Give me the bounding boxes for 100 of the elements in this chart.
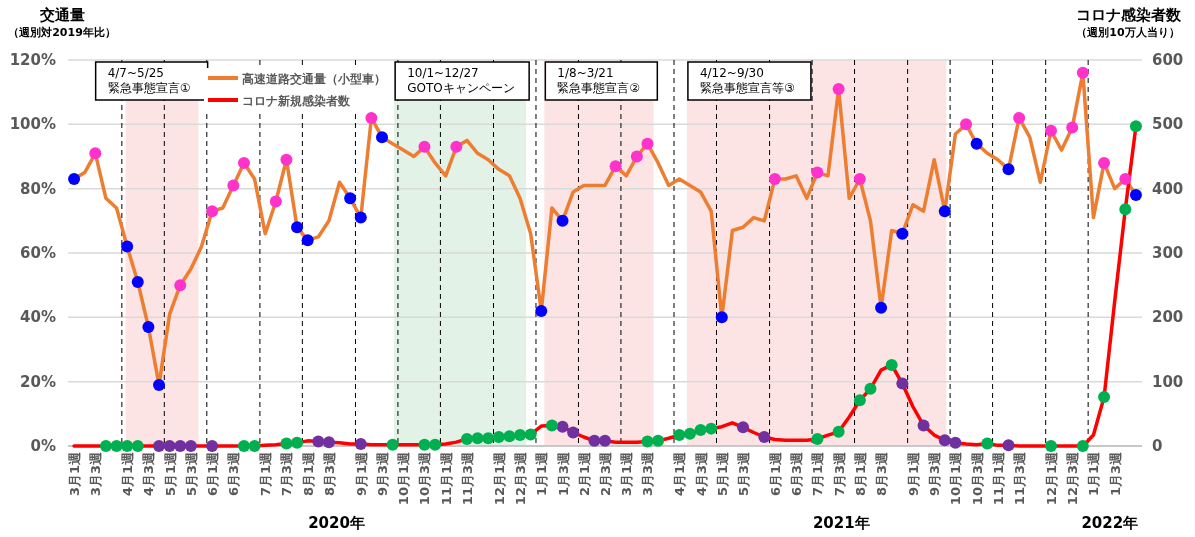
y-tick-label: 0% [30,437,56,455]
point [301,234,314,247]
x-tick-label: 3月1週 [67,451,83,497]
point [322,436,335,449]
x-tick-label: 12月3週 [513,451,529,506]
point [705,422,718,435]
x-tick-label: 1月3週 [555,451,571,497]
point [758,430,771,443]
point [875,301,888,314]
y-tick-label: 100% [9,115,56,134]
y2-tick-label: 600 [1152,51,1184,69]
x-tick-label: 7月1週 [810,451,826,497]
point [386,438,399,451]
point [163,440,176,452]
point [280,437,293,450]
point [376,131,389,144]
point [896,227,909,240]
legend-label: 高速道路交通量（小型車） [242,72,386,86]
point [938,205,951,218]
point [121,440,134,452]
text: 2020年 [308,514,365,532]
point [1013,111,1026,124]
point [832,425,845,438]
point [344,192,357,205]
point [237,440,250,452]
point [641,435,654,448]
point [365,111,378,124]
point [131,275,144,288]
legend-label: コロナ新規感染者数 [242,94,351,108]
x-tick-label: 7月3週 [279,451,295,497]
point [1119,203,1132,216]
point [460,432,473,445]
band-label: 4/7~5/25 緊急事態宣言① [107,66,191,95]
x-tick-label: 3月1週 [619,451,635,497]
point [418,140,431,153]
point [1044,440,1057,452]
point [153,378,166,391]
x-tick-label: 6月3週 [226,451,242,497]
point [1098,391,1111,404]
y2-tick-label: 0 [1152,437,1163,455]
point [482,432,495,445]
y2-tick-label: 100 [1152,372,1184,391]
x-tick-label: 10月1週 [948,451,964,506]
point [269,195,282,208]
x-tick-label: 8月3週 [321,451,337,497]
point [1044,124,1057,137]
point [492,430,505,443]
x-tick-label: 9月1週 [353,451,369,497]
point [1129,189,1142,202]
point [1076,440,1089,452]
y2-tick-label: 200 [1152,308,1184,327]
point [652,434,665,447]
x-tick-label: 1月3週 [1107,451,1123,497]
x-tick-label: 4月3週 [693,451,709,497]
point [174,279,187,292]
x-tick-label: 5月3週 [736,451,752,497]
point [556,420,569,433]
point [737,421,750,434]
point [280,153,293,166]
point [970,137,983,150]
point [227,179,240,192]
point [853,173,866,186]
point [535,304,548,317]
point [864,382,877,395]
x-tick-label: 3月3週 [88,451,104,497]
x-tick-label: 7月1週 [258,451,274,497]
point [110,440,123,452]
y2-axis-title: コロナ感染者数（週別10万人当り） [1075,6,1182,39]
x-tick-label: 9月3週 [375,451,391,497]
point [450,140,463,153]
point [429,438,442,451]
x-tick-label: 7月3週 [831,451,847,497]
x-tick-label: 4月3週 [141,451,157,497]
point [885,358,898,371]
point [131,440,144,452]
point [524,428,537,441]
point [1066,121,1079,134]
point [588,434,601,447]
point [99,440,112,452]
x-tick-label: 6月3週 [789,451,805,497]
point [694,423,707,436]
point [248,440,261,452]
x-tick-label: 11月1週 [990,451,1006,506]
point [981,437,994,450]
point [153,440,166,452]
point [237,156,250,169]
x-tick-label: 10月3週 [417,451,433,506]
point [811,166,824,179]
x-tick-label: 12月3週 [1065,451,1081,506]
point [142,320,155,333]
point [832,82,845,95]
x-tick-label: 2月3週 [598,451,613,497]
x-tick-label: 11月3週 [459,451,475,506]
point [291,436,304,449]
x-tick-label: 12月1週 [491,451,507,506]
point [641,137,654,150]
y-axis-title: 交通量（週別対2019年比） [8,6,116,39]
point [312,435,325,448]
point [768,173,781,186]
x-tick-label: 1月1週 [1086,451,1102,497]
